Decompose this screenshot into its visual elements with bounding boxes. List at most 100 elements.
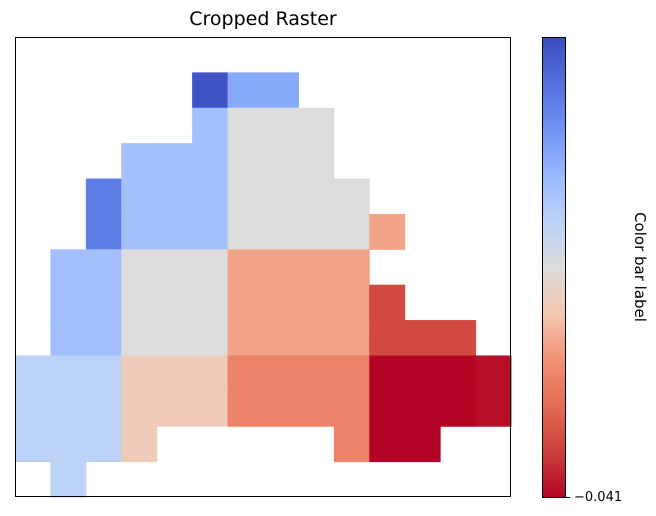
heatmap-cell [333,355,370,392]
heatmap-cell [227,320,264,356]
heatmap-cell [298,249,335,286]
heatmap-cell [298,284,335,321]
heatmap-cell [404,320,441,356]
heatmap-cell [369,355,406,392]
heatmap-cell [121,249,158,286]
heatmap-cell [85,390,122,427]
heatmap-cell [298,320,335,356]
heatmap-cell [121,426,158,463]
heatmap-cell [121,284,158,321]
heatmap-cell [369,284,406,321]
heatmap-cell [156,320,193,356]
heatmap-cell [263,390,299,427]
heatmap-cell [192,355,229,392]
heatmap-cell [263,72,299,109]
heatmap-cell [192,249,229,286]
heatmap-cell [369,320,406,356]
heatmap-cell [263,284,299,321]
heatmap-cell [192,320,229,356]
heatmap-cell [369,390,406,427]
heatmap-cell [298,178,335,215]
heatmap-cell [333,249,370,286]
heatmap-cell [227,178,264,215]
heatmap-cell [121,355,158,392]
heatmap-cell [156,178,193,215]
heatmap-cell [369,213,406,250]
heatmap-cell [263,107,299,144]
heatmap-cell [50,320,87,356]
heatmap-cell [227,390,264,427]
heatmap-cell [15,390,51,427]
heatmap-cell [227,143,264,180]
heatmap-cell [227,213,264,250]
heatmap-cell [333,284,370,321]
heatmap-cell [192,213,229,250]
heatmap-cell [15,355,51,392]
heatmap-cell [227,249,264,286]
heatmap-cell [263,143,299,180]
heatmap-cell [263,213,299,250]
heatmap-cell [298,213,335,250]
heatmap-cell [475,390,512,427]
heatmap-cell [85,426,122,463]
colorbar-tick-label: −0.041 [574,490,623,505]
heatmap-cell [50,249,87,286]
colorbar-tick [565,497,570,498]
heatmap-cell [156,213,193,250]
heatmap-cell [50,355,87,392]
heatmap-cell [263,355,299,392]
heatmap-cell [263,178,299,215]
heatmap-cell [333,178,370,215]
heatmap-cell [121,390,158,427]
heatmap-cell [192,390,229,427]
heatmap-cell [369,426,406,463]
heatmap-cell [85,178,122,215]
heatmap-cell [298,390,335,427]
heatmap-cell [333,213,370,250]
heatmap-cell [263,320,299,356]
heatmap-cell [298,143,335,180]
heatmap-cell [156,390,193,427]
heatmap-cell [85,249,122,286]
colorbar-label: Color bar label [631,212,649,322]
heatmap-cell [404,355,441,392]
heatmap-cell [440,390,477,427]
heatmap-cell [121,178,158,215]
heatmap-cell [192,143,229,180]
heatmap-cell [333,426,370,463]
heatmap-cell [192,107,229,144]
heatmap-cell [192,284,229,321]
heatmap-cell [85,355,122,392]
colorbar [542,37,566,498]
heatmap-cell [440,320,477,356]
heatmap-cell [156,284,193,321]
heatmap-cell [298,107,335,144]
heatmap-cell [156,249,193,286]
heatmap-cell [121,143,158,180]
heatmap-cell [404,426,441,463]
heatmap-cell [192,178,229,215]
heatmap-cell [227,107,264,144]
chart-title: Cropped Raster [189,8,337,30]
plot-frame [15,37,511,497]
heatmap-cell [227,284,264,321]
heatmap-cell [475,355,512,392]
heatmap-cell [333,390,370,427]
heatmap-cell [156,355,193,392]
heatmap-cell [404,390,441,427]
heatmap-cell [50,284,87,321]
heatmap-cell [85,213,122,250]
heatmap-cell [227,72,264,109]
heatmap-cell [121,213,158,250]
heatmap-cell [85,284,122,321]
heatmap-cell [298,355,335,392]
heatmap-cell [440,355,477,392]
heatmap-cell [50,390,87,427]
heatmap-cell [227,355,264,392]
heatmap-cell [50,461,87,498]
heatmap-cell [121,320,158,356]
heatmap-cell [50,426,87,463]
heatmap-cell [15,426,51,463]
